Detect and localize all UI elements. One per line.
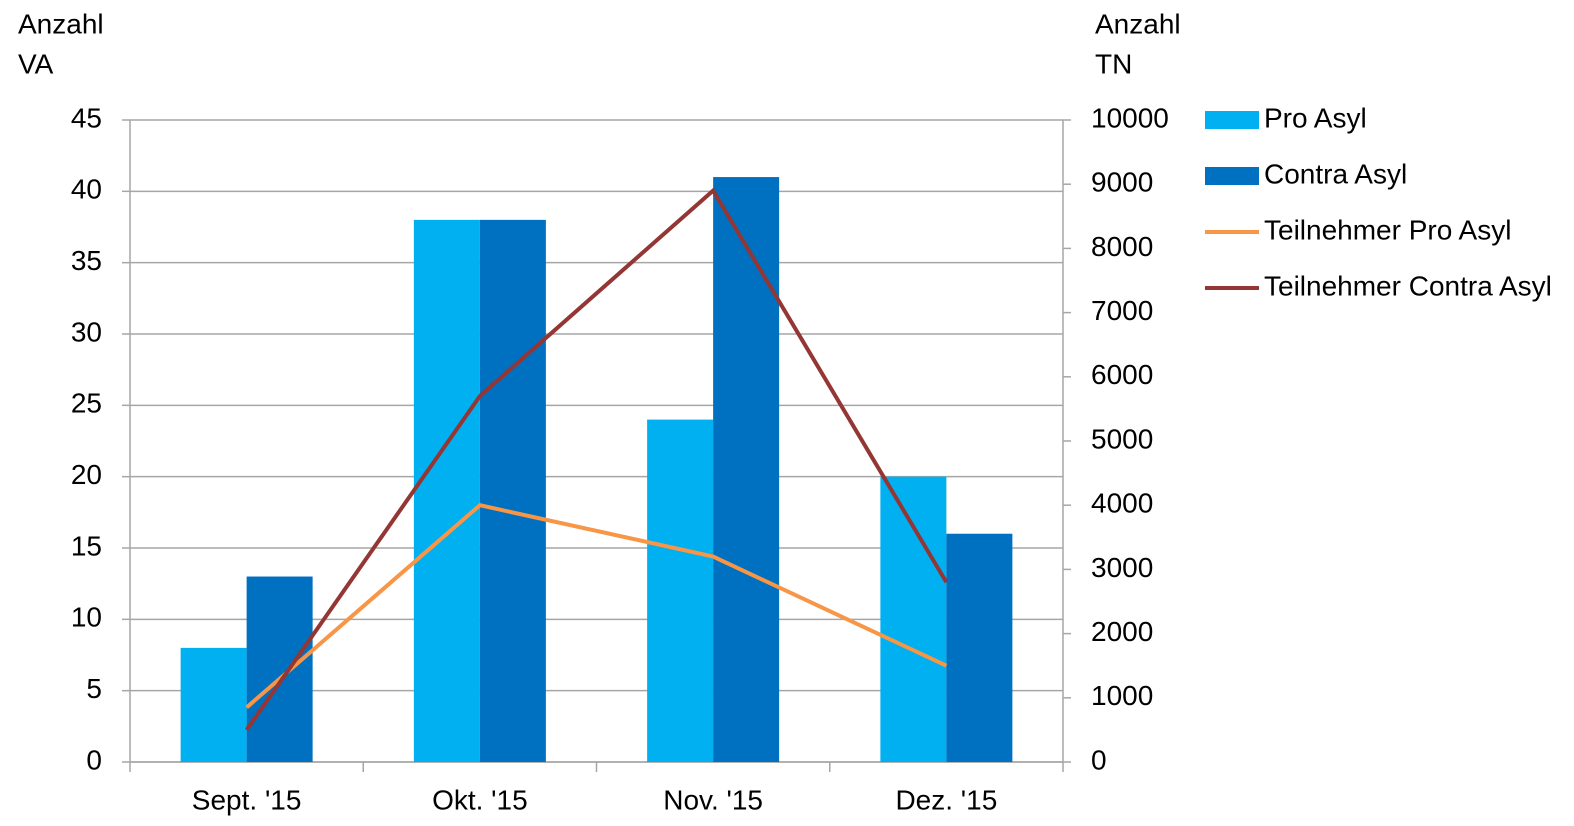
bar	[180, 647, 247, 762]
y-tick-label: 25	[71, 388, 102, 419]
legend-label: Teilnehmer Contra Asyl	[1264, 270, 1552, 301]
y2-tick-label: 5000	[1091, 423, 1153, 454]
y-tick-label: 15	[71, 530, 102, 561]
x-tick-label: Okt. '15	[432, 784, 528, 815]
y2-tick-label: 1000	[1091, 680, 1153, 711]
legend-swatch	[1205, 111, 1259, 129]
y-tick-label: 10	[71, 602, 102, 633]
y2-tick-label: 3000	[1091, 552, 1153, 583]
y2-tick-label: 0	[1091, 744, 1107, 775]
y-axis-title: Anzahl	[18, 8, 104, 39]
bar	[946, 533, 1013, 762]
y2-tick-label: 9000	[1091, 167, 1153, 198]
bar	[246, 576, 313, 762]
y2-tick-label: 8000	[1091, 231, 1153, 262]
y2-axis-title: TN	[1095, 48, 1132, 79]
y2-tick-label: 7000	[1091, 295, 1153, 326]
line	[244, 187, 949, 732]
y2-tick-label: 6000	[1091, 359, 1153, 390]
y2-tick-label: 2000	[1091, 616, 1153, 647]
y-axis-title: VA	[18, 48, 54, 79]
legend-swatch	[1205, 167, 1259, 185]
line	[245, 503, 948, 709]
x-tick-label: Sept. '15	[192, 784, 302, 815]
legend-label: Teilnehmer Pro Asyl	[1264, 214, 1511, 245]
x-tick-label: Nov. '15	[663, 784, 763, 815]
y-tick-label: 20	[71, 459, 102, 490]
legend-label: Contra Asyl	[1264, 158, 1407, 189]
y-tick-label: 30	[71, 316, 102, 347]
bar	[479, 219, 546, 762]
y-tick-label: 40	[71, 174, 102, 205]
bar	[880, 476, 947, 762]
y-tick-label: 35	[71, 245, 102, 276]
y-tick-label: 5	[86, 673, 102, 704]
x-tick-label: Dez. '15	[895, 784, 997, 815]
legend-label: Pro Asyl	[1264, 102, 1367, 133]
bar	[713, 177, 780, 763]
y-tick-label: 45	[71, 102, 102, 133]
bar	[647, 419, 714, 762]
bar	[413, 219, 480, 762]
y2-axis-title: Anzahl	[1095, 8, 1181, 39]
y-tick-label: 0	[86, 744, 102, 775]
y2-tick-label: 10000	[1091, 102, 1169, 133]
y2-tick-label: 4000	[1091, 488, 1153, 519]
